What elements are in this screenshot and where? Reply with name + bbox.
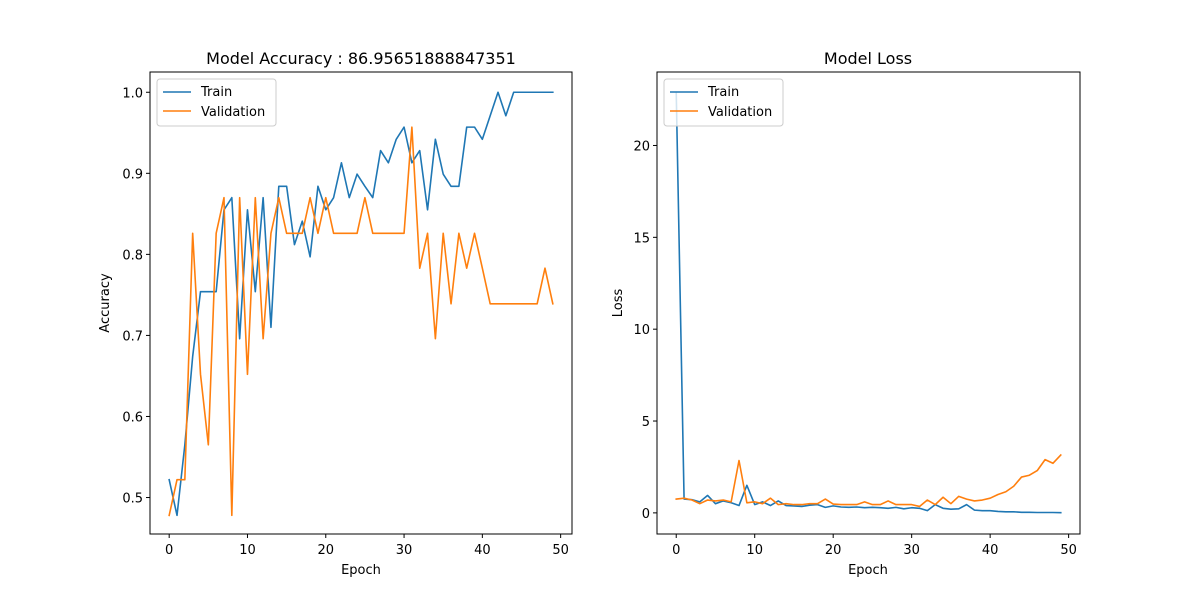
accuracy-legend: Train Validation: [156, 78, 277, 127]
accuracy-y-tick-label: 0.9: [122, 167, 143, 182]
loss-x-tick-label: 50: [1060, 543, 1077, 558]
loss-legend-train-label: Train: [707, 85, 739, 100]
loss-x-tick-label: 30: [903, 543, 920, 558]
accuracy-train-line: [168, 91, 554, 517]
loss-x-tick-label: 0: [672, 543, 680, 558]
accuracy-y-tick-label: 0.5: [122, 492, 143, 507]
loss-x-tick-label: 20: [825, 543, 842, 558]
accuracy-x-axis-label: Epoch: [341, 563, 381, 578]
loss-legend: Train Validation: [663, 78, 784, 127]
loss-y-tick-label: 10: [633, 323, 650, 338]
accuracy-x-tick-label: 30: [396, 543, 413, 558]
loss-y-tick-label: 20: [633, 139, 650, 154]
accuracy-x-tick-label: 0: [165, 543, 173, 558]
loss-train-line: [675, 91, 1062, 514]
accuracy-legend-box: [156, 78, 277, 127]
loss-y-tick-label: 0: [642, 507, 650, 522]
loss-x-tick-label: 10: [746, 543, 763, 558]
loss-y-axis-label: Loss: [611, 289, 626, 318]
loss-series-group: [675, 91, 1062, 514]
accuracy-plot-frame: [149, 71, 573, 535]
loss-ticks: 0 10 20 30 40 50 0 5 10 15 20: [633, 139, 1076, 558]
loss-x-tick-label: 40: [982, 543, 999, 558]
accuracy-y-tick-label: 1.0: [122, 86, 143, 101]
accuracy-y-tick-label: 0.8: [122, 248, 143, 263]
accuracy-legend-train-label: Train: [200, 85, 232, 100]
loss-validation-line: [675, 453, 1062, 508]
loss-plot-frame: [656, 71, 1081, 535]
accuracy-validation-line: [168, 126, 554, 517]
loss-legend-box: [663, 78, 784, 127]
accuracy-ticks: 0 10 20 30 40 50 0.5 0.6 0.7 0.8 0.9 1.0: [122, 86, 569, 558]
loss-chart-title: Model Loss: [824, 49, 912, 68]
accuracy-chart: Model Accuracy : 86.95651888847351 0 10 20…: [98, 49, 573, 578]
loss-y-tick-label: 15: [633, 231, 650, 246]
accuracy-y-tick-label: 0.6: [122, 410, 143, 425]
accuracy-y-tick-label: 0.7: [122, 329, 143, 344]
loss-y-tick-label: 5: [642, 415, 650, 430]
accuracy-series-group: [168, 91, 554, 517]
accuracy-x-tick-label: 10: [239, 543, 256, 558]
accuracy-y-axis-label: Accuracy: [98, 273, 113, 333]
accuracy-x-tick-label: 40: [474, 543, 491, 558]
accuracy-legend-validation-label: Validation: [201, 105, 265, 120]
accuracy-chart-title: Model Accuracy : 86.95651888847351: [206, 49, 516, 68]
loss-chart: Model Loss 0 10 20 30 40 50 0 5 10 15 20 Epoch Los…: [611, 49, 1081, 578]
loss-legend-validation-label: Validation: [708, 105, 772, 120]
accuracy-x-tick-label: 20: [317, 543, 334, 558]
loss-x-axis-label: Epoch: [848, 563, 888, 578]
accuracy-x-tick-label: 50: [552, 543, 569, 558]
